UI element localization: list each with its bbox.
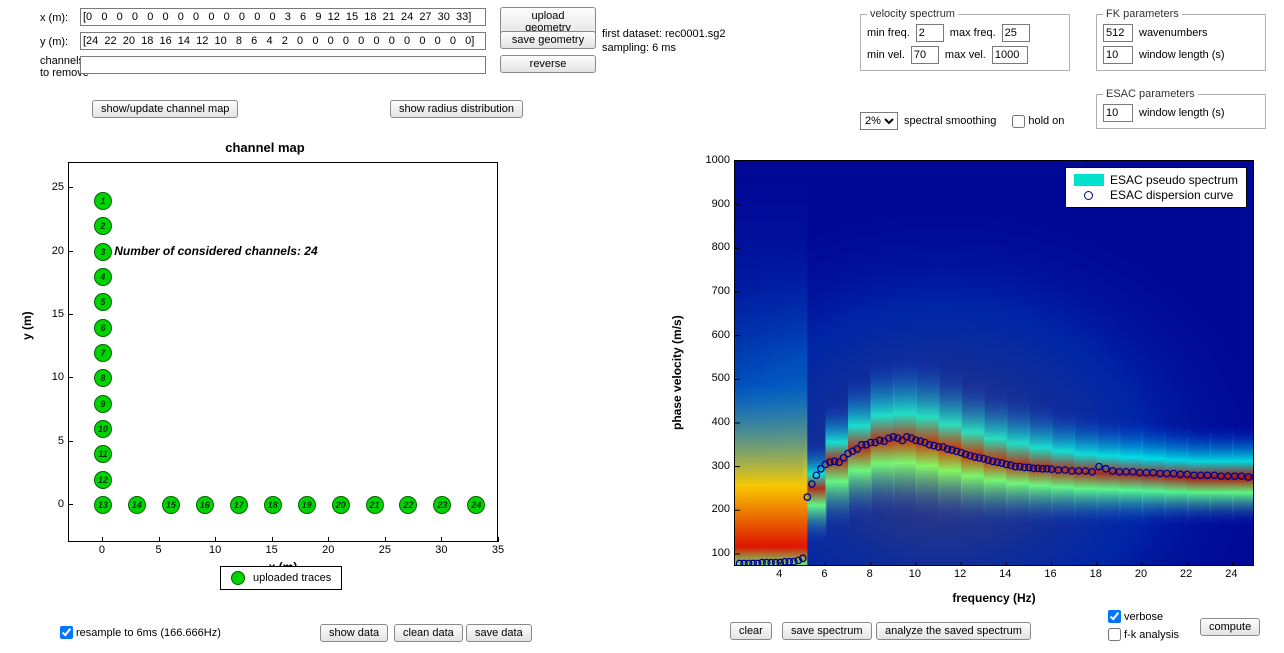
compute-button[interactable]: compute xyxy=(1200,618,1260,636)
dataset-info-line2: sampling: 6 ms xyxy=(602,42,676,54)
fk-winlen-label: window length (s) xyxy=(1139,49,1225,61)
fk-parameters-group: FK parameters wavenumbers window length … xyxy=(1096,8,1266,71)
show-radius-button[interactable]: show radius distribution xyxy=(390,100,523,118)
channel-point: 1 xyxy=(94,192,112,210)
channel-point: 8 xyxy=(94,369,112,387)
fk-legend: FK parameters xyxy=(1103,8,1182,20)
max-vel-label: max vel. xyxy=(945,49,986,61)
hold-on-label: hold on xyxy=(1028,115,1064,127)
channel-point: 23 xyxy=(433,496,451,514)
fk-analysis-label: f-k analysis xyxy=(1124,629,1179,641)
min-freq-input[interactable] xyxy=(916,24,944,42)
spectrum-figure: phase velocity (m/s) ESAC pseudo spectru… xyxy=(670,150,1270,605)
spectrum-svg xyxy=(735,161,1254,566)
clear-button[interactable]: clear xyxy=(730,622,772,640)
fk-wavenumbers-label: wavenumbers xyxy=(1139,27,1207,39)
show-data-button[interactable]: show data xyxy=(320,624,388,642)
channel-point: 21 xyxy=(366,496,384,514)
y-input[interactable] xyxy=(80,32,486,50)
channel-point: 11 xyxy=(94,445,112,463)
channel-map-legend-label: uploaded traces xyxy=(253,572,331,584)
fk-wavenumbers-input[interactable] xyxy=(1103,24,1133,42)
channel-point: 7 xyxy=(94,344,112,362)
velocity-spectrum-legend: velocity spectrum xyxy=(867,8,958,20)
y-label: y (m): xyxy=(40,36,68,48)
max-freq-label: max freq. xyxy=(950,27,996,39)
channel-map-ylabel: y (m) xyxy=(20,311,34,340)
esac-legend: ESAC parameters xyxy=(1103,88,1198,100)
resample-checkbox-input[interactable] xyxy=(60,626,73,639)
legend-curve-marker-icon xyxy=(1074,191,1104,200)
channel-point: 9 xyxy=(94,395,112,413)
save-spectrum-button[interactable]: save spectrum xyxy=(782,622,872,640)
fk-analysis-checkbox-input[interactable] xyxy=(1108,628,1121,641)
spectral-smoothing-select[interactable]: 2% xyxy=(860,112,898,130)
hold-on-checkbox-input[interactable] xyxy=(1012,115,1025,128)
resample-checkbox[interactable]: resample to 6ms (166.666Hz) xyxy=(60,626,221,639)
dataset-info-line1: first dataset: rec0001.sg2 xyxy=(602,28,726,40)
channel-count-note: Number of considered channels: 24 xyxy=(114,244,317,258)
legend-marker-icon xyxy=(231,571,245,585)
channel-point: 19 xyxy=(298,496,316,514)
max-vel-input[interactable] xyxy=(992,46,1028,64)
clean-data-button[interactable]: clean data xyxy=(394,624,463,642)
esac-winlen-label: window length (s) xyxy=(1139,107,1225,119)
legend-curve-label: ESAC dispersion curve xyxy=(1110,188,1233,202)
spectrum-ylabel: phase velocity (m/s) xyxy=(670,315,684,430)
channel-point: 20 xyxy=(332,496,350,514)
channel-point: 5 xyxy=(94,293,112,311)
x-label: x (m): xyxy=(40,12,68,24)
channel-point: 16 xyxy=(196,496,214,514)
channel-point: 17 xyxy=(230,496,248,514)
hold-on-checkbox[interactable]: hold on xyxy=(1012,115,1064,128)
channel-point: 15 xyxy=(162,496,180,514)
min-vel-input[interactable] xyxy=(911,46,939,64)
verbose-checkbox-input[interactable] xyxy=(1108,610,1121,623)
spectrum-xlabel: frequency (Hz) xyxy=(734,591,1254,605)
save-data-button[interactable]: save data xyxy=(466,624,532,642)
spectral-smoothing-label: spectral smoothing xyxy=(904,115,996,127)
spectrum-axes: ESAC pseudo spectrum ESAC dispersion cur… xyxy=(734,160,1254,566)
resample-label: resample to 6ms (166.666Hz) xyxy=(76,627,221,639)
fk-winlen-input[interactable] xyxy=(1103,46,1133,64)
channel-point: 14 xyxy=(128,496,146,514)
channel-point: 4 xyxy=(94,268,112,286)
legend-pseudo-swatch-icon xyxy=(1074,174,1104,186)
velocity-spectrum-group: velocity spectrum min freq. max freq. mi… xyxy=(860,8,1070,71)
reverse-button[interactable]: reverse xyxy=(500,55,596,73)
smoothing-row: 2% spectral smoothing hold on xyxy=(860,112,1064,130)
channel-point: 22 xyxy=(399,496,417,514)
esac-parameters-group: ESAC parameters window length (s) xyxy=(1096,88,1266,129)
channels-input[interactable] xyxy=(80,56,486,74)
channel-point: 2 xyxy=(94,217,112,235)
channel-point: 13 xyxy=(94,496,112,514)
verbose-label: verbose xyxy=(1124,611,1163,623)
fk-analysis-checkbox[interactable]: f-k analysis xyxy=(1108,628,1179,641)
spectrum-legend: ESAC pseudo spectrum ESAC dispersion cur… xyxy=(1065,167,1247,208)
x-input[interactable] xyxy=(80,8,486,26)
max-freq-input[interactable] xyxy=(1002,24,1030,42)
channel-map-legend: uploaded traces xyxy=(220,566,342,590)
channel-point: 18 xyxy=(264,496,282,514)
min-vel-label: min vel. xyxy=(867,49,905,61)
min-freq-label: min freq. xyxy=(867,27,910,39)
channel-map-axes: 123456789101112131415161718192021222324N… xyxy=(68,162,498,542)
save-geometry-button[interactable]: save geometry xyxy=(500,31,596,49)
channel-map-figure: channel map y (m) 1234567891011121314151… xyxy=(20,140,510,600)
esac-winlen-input[interactable] xyxy=(1103,104,1133,122)
show-channel-map-button[interactable]: show/update channel map xyxy=(92,100,238,118)
analyze-spectrum-button[interactable]: analyze the saved spectrum xyxy=(876,622,1031,640)
channel-point: 6 xyxy=(94,319,112,337)
channel-point: 3 xyxy=(94,243,112,261)
channel-point: 12 xyxy=(94,471,112,489)
channel-point: 10 xyxy=(94,420,112,438)
legend-pseudo-label: ESAC pseudo spectrum xyxy=(1110,173,1238,187)
channel-map-title: channel map xyxy=(20,140,510,155)
channel-point: 24 xyxy=(467,496,485,514)
verbose-checkbox[interactable]: verbose xyxy=(1108,610,1163,623)
